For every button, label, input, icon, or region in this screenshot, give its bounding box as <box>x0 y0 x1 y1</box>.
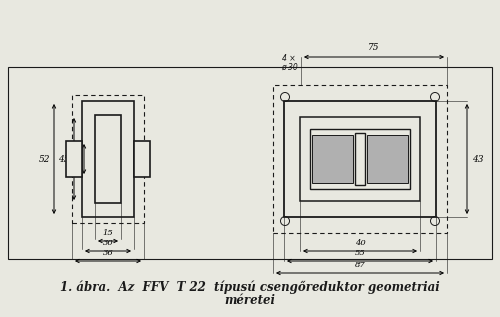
Text: 43: 43 <box>472 154 484 164</box>
Text: 87: 87 <box>354 261 366 269</box>
Bar <box>66 141 82 177</box>
Text: méretei: méretei <box>224 294 276 307</box>
Text: 40: 40 <box>354 239 366 247</box>
Text: ø 30: ø 30 <box>280 63 297 72</box>
Text: 15: 15 <box>102 229 114 237</box>
Text: 75: 75 <box>368 43 380 52</box>
Text: 4 ×: 4 × <box>282 54 296 63</box>
Text: 30: 30 <box>102 239 114 247</box>
Bar <box>310 129 410 189</box>
Text: 52: 52 <box>38 154 50 164</box>
Bar <box>72 95 144 223</box>
Text: 45: 45 <box>58 154 70 164</box>
Bar <box>82 101 134 217</box>
Text: 1. ábra.  Az  FFV  T 22  típusú csengőreduktor geometriai: 1. ábra. Az FFV T 22 típusú csengőredukt… <box>60 280 440 294</box>
Bar <box>273 85 447 233</box>
Bar <box>300 117 420 201</box>
Bar <box>367 135 408 183</box>
Text: 55: 55 <box>354 249 366 257</box>
Bar <box>284 101 436 217</box>
Text: 36: 36 <box>102 249 114 257</box>
Bar <box>355 133 365 185</box>
Text: 30: 30 <box>68 154 80 164</box>
Bar <box>312 135 353 183</box>
Bar <box>134 141 150 177</box>
Bar <box>95 115 121 203</box>
Bar <box>8 67 492 259</box>
